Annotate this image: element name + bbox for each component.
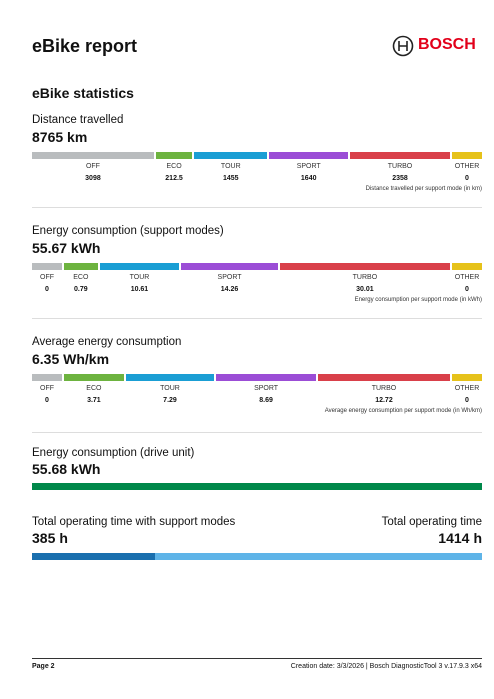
segment-name: TOUR	[129, 274, 150, 281]
segment-name: SPORT	[254, 385, 279, 392]
segment-bar	[64, 263, 98, 270]
segment-name: TURBO	[371, 385, 397, 392]
panel-total: 8765 km	[32, 129, 88, 145]
segment-value: 30.01	[356, 286, 374, 293]
segment-value: 212.5	[165, 175, 183, 182]
footer-info: Creation date: 3/3/2026 | Bosch Diagnost…	[290, 663, 482, 670]
segment-value: 3098	[85, 175, 101, 182]
segment-name: ECO	[166, 163, 182, 170]
segment-name: TURBO	[387, 163, 413, 170]
segment-value: 0	[465, 175, 469, 182]
panel-label: Average energy consumption	[32, 336, 182, 348]
panel-caption: Average energy consumption per support m…	[324, 408, 482, 414]
time-unit: h	[473, 530, 482, 546]
segment-name: OTHER	[454, 163, 480, 170]
segment-name: TOUR	[160, 385, 180, 392]
segment-bar	[99, 263, 180, 270]
section-title: eBike statistics	[32, 85, 134, 101]
segment-bar	[452, 263, 482, 270]
segment-name: OFF	[85, 163, 100, 170]
segment-bar	[64, 374, 124, 381]
segment-name: OTHER	[454, 274, 480, 281]
panel-total: 6.35 Wh/km	[32, 351, 110, 367]
segment-bar	[32, 263, 62, 270]
panel-total: 55.67 kWh	[32, 240, 101, 256]
report-title: eBike report	[32, 36, 138, 56]
logo-text: BOSCH	[418, 36, 476, 53]
segment-bar	[32, 374, 62, 381]
segment-value: 12.72	[375, 397, 393, 404]
segment-bar	[125, 374, 215, 381]
time-value: 385 h	[32, 530, 68, 546]
segment-value: 0.79	[74, 286, 88, 293]
segment-bar	[194, 152, 268, 159]
segment-bar	[269, 152, 349, 159]
drive-total: 55.68 kWh	[32, 461, 101, 477]
logo-icon	[392, 35, 414, 57]
segment-bar	[317, 374, 450, 381]
segment-value: 0	[45, 397, 49, 404]
page-number: Page 2	[32, 663, 55, 670]
segment-bar	[155, 152, 193, 159]
segment-bar	[350, 152, 450, 159]
separator	[32, 432, 482, 433]
support-time-label: Total operating time with support modes	[32, 516, 236, 528]
segment-name: SPORT	[296, 163, 321, 170]
segment-name: OTHER	[454, 385, 480, 392]
segment-name: ECO	[73, 274, 89, 281]
footer-line	[32, 658, 482, 659]
support-time-bar	[32, 553, 155, 560]
panel-caption: Distance travelled per support mode (in …	[365, 186, 482, 192]
segment-name: SPORT	[217, 274, 242, 281]
segment-name: OFF	[40, 274, 54, 281]
segment-value: 8.69	[259, 397, 273, 404]
segment-bar	[452, 374, 482, 381]
total-time-bar	[32, 553, 482, 560]
segment-value: 14.26	[220, 286, 239, 293]
segment-value: 0	[465, 286, 469, 293]
segment-bar	[181, 263, 278, 270]
segment-bar	[452, 152, 482, 159]
segment-name: TURBO	[352, 274, 378, 281]
segment-value: 7.29	[163, 397, 177, 404]
separator	[32, 207, 482, 208]
time-number: 385	[32, 530, 56, 546]
segment-bar	[32, 152, 154, 159]
time-unit: h	[59, 530, 68, 546]
separator	[32, 318, 482, 319]
segment-bar	[279, 263, 450, 270]
segment-value: 3.71	[87, 397, 101, 404]
time-value: 1414 h	[438, 530, 482, 546]
segment-value: 0	[45, 286, 49, 293]
panel-caption: Energy consumption per support mode (in …	[354, 297, 482, 303]
segment-name: ECO	[86, 385, 102, 392]
segment-value: 1455	[222, 175, 239, 182]
segment-value: 1640	[300, 175, 317, 182]
segment-value: 10.61	[130, 286, 149, 293]
panel-label: Energy consumption (support modes)	[32, 225, 224, 237]
segment-bar	[216, 374, 316, 381]
segment-name: TOUR	[220, 163, 241, 170]
segment-name: OFF	[40, 385, 54, 392]
drive-label: Energy consumption (drive unit)	[32, 447, 195, 459]
panel-label: Distance travelled	[32, 114, 124, 126]
segment-value: 0	[465, 397, 469, 404]
total-time-label: Total operating time	[381, 516, 482, 528]
time-number: 1414	[438, 530, 470, 546]
segment-value: 2358	[392, 175, 408, 182]
drive-bar	[32, 483, 482, 490]
